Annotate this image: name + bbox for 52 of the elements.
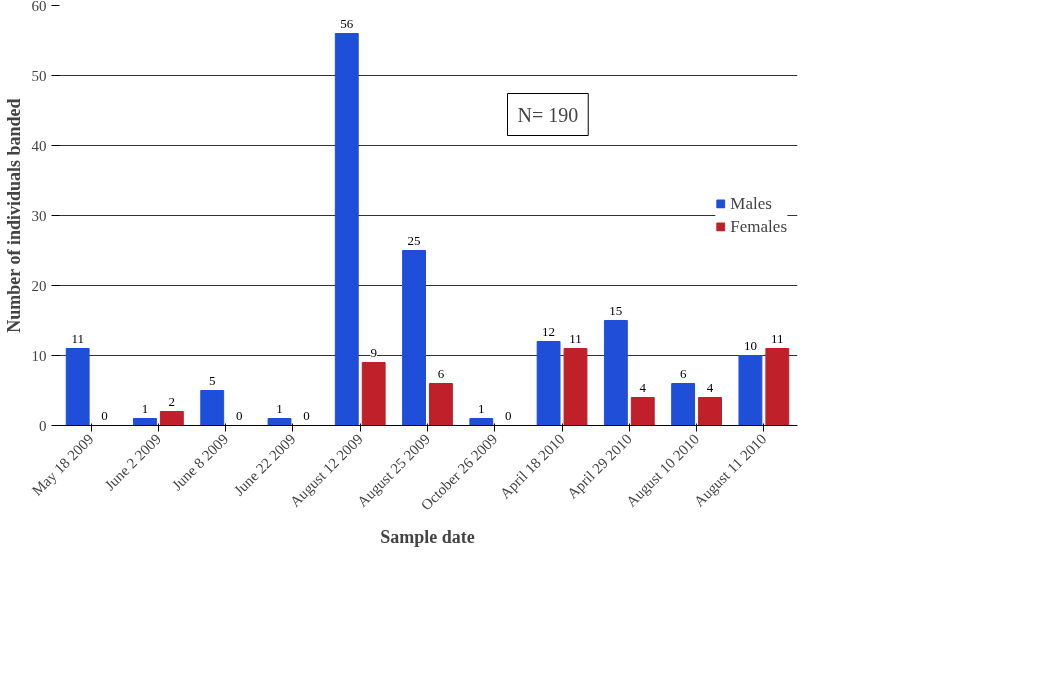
y-tick-label: 30 xyxy=(31,207,47,224)
bar xyxy=(469,418,494,426)
bar xyxy=(603,320,628,426)
bar xyxy=(65,348,90,426)
data-label: 0 xyxy=(303,407,310,423)
bar xyxy=(563,348,588,426)
bar xyxy=(698,397,722,426)
bar xyxy=(765,348,790,426)
data-label: 11 xyxy=(71,330,84,346)
y-tick-label: 60 xyxy=(31,0,47,14)
bar xyxy=(671,383,696,426)
bar xyxy=(536,341,561,426)
data-label: 4 xyxy=(706,379,714,395)
data-label: 11 xyxy=(569,330,582,346)
bar xyxy=(429,383,453,426)
data-label: 1 xyxy=(141,400,149,416)
annotation: N= 190 xyxy=(517,103,579,126)
bar xyxy=(402,250,426,426)
data-label: 1 xyxy=(276,400,283,416)
data-label: 6 xyxy=(679,365,687,381)
data-label: 1 xyxy=(478,400,485,416)
data-label: 12 xyxy=(542,323,556,339)
data-label: 0 xyxy=(504,407,512,423)
y-tick-label: 0 xyxy=(39,417,47,434)
data-label: 4 xyxy=(639,379,647,395)
data-label: 25 xyxy=(407,232,421,248)
y-tick-label: 50 xyxy=(31,67,47,84)
bar xyxy=(334,33,359,426)
data-label: 5 xyxy=(208,372,216,388)
data-label: 15 xyxy=(609,302,623,318)
data-label: 11 xyxy=(771,330,784,346)
x-axis-title: Sample date xyxy=(380,527,475,548)
bar xyxy=(267,418,292,426)
data-label: 0 xyxy=(235,407,243,423)
data-label: 0 xyxy=(101,407,108,423)
data-label: 9 xyxy=(370,344,377,360)
bar xyxy=(133,418,157,426)
bar xyxy=(361,362,386,426)
bar xyxy=(738,355,763,426)
y-tick-label: 20 xyxy=(31,277,47,294)
legend-label: Males xyxy=(730,193,772,214)
data-label: 6 xyxy=(437,365,445,381)
y-tick-label: 40 xyxy=(31,137,47,154)
data-label: 56 xyxy=(340,15,354,31)
data-label: 2 xyxy=(168,393,176,409)
bar xyxy=(200,390,225,426)
y-axis-title: Number of individuals banded xyxy=(3,98,24,333)
bar xyxy=(630,397,655,426)
y-tick-label: 10 xyxy=(31,347,47,364)
legend-label: Females xyxy=(730,216,787,237)
data-label: 10 xyxy=(743,337,757,353)
bar xyxy=(159,411,184,426)
